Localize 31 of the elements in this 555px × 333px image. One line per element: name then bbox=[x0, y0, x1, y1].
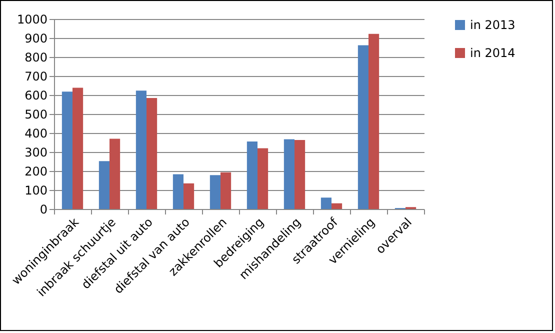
y-tick-label: 400 bbox=[24, 126, 48, 140]
legend-label: in 2014 bbox=[470, 46, 516, 60]
bar bbox=[294, 140, 306, 209]
bar bbox=[110, 138, 120, 209]
y-tick-label: 700 bbox=[24, 70, 48, 84]
bar bbox=[98, 161, 110, 209]
bar bbox=[184, 183, 194, 209]
y-tick-label: 100 bbox=[24, 184, 48, 198]
bar bbox=[72, 88, 84, 209]
bar bbox=[358, 45, 368, 209]
y-tick-label: 800 bbox=[24, 50, 48, 64]
y-tick-label: 200 bbox=[24, 164, 48, 178]
bar bbox=[172, 174, 184, 209]
y-tick-label: 1000 bbox=[16, 12, 48, 26]
bar bbox=[284, 139, 294, 209]
bar bbox=[62, 92, 72, 209]
y-tick-label: 500 bbox=[24, 108, 48, 122]
bar bbox=[368, 34, 380, 209]
y-tick-label: 300 bbox=[24, 146, 48, 160]
bar bbox=[146, 98, 158, 209]
bar bbox=[332, 203, 342, 209]
bar bbox=[210, 175, 220, 209]
legend-label: in 2013 bbox=[470, 18, 516, 32]
bar bbox=[136, 90, 146, 209]
y-tick-label: 900 bbox=[24, 32, 48, 46]
bar bbox=[220, 172, 232, 209]
y-tick-label: 600 bbox=[24, 88, 48, 102]
bar bbox=[320, 198, 332, 209]
bar bbox=[246, 142, 258, 209]
bar bbox=[258, 148, 268, 209]
y-tick-label: 0 bbox=[40, 202, 48, 216]
